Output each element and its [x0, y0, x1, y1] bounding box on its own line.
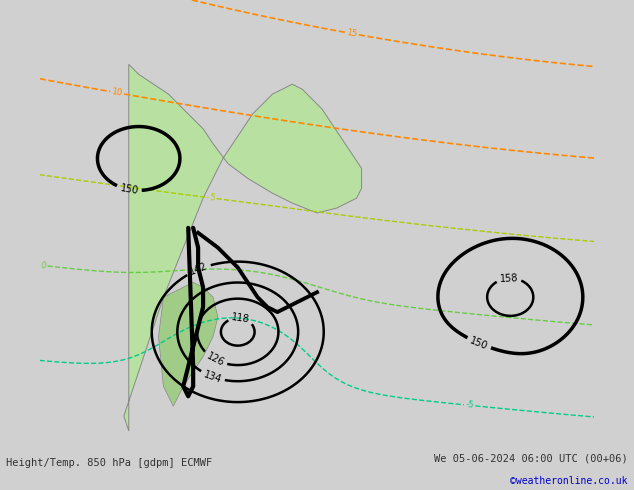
Text: ©weatheronline.co.uk: ©weatheronline.co.uk — [510, 476, 628, 486]
Polygon shape — [124, 64, 361, 431]
Text: 10: 10 — [111, 88, 123, 98]
Text: 118: 118 — [231, 312, 250, 324]
Polygon shape — [158, 282, 218, 406]
Text: -5: -5 — [465, 400, 474, 410]
Text: 0: 0 — [41, 261, 47, 270]
Text: 142: 142 — [188, 261, 209, 277]
Text: 150: 150 — [469, 335, 489, 351]
Text: 15: 15 — [346, 28, 358, 39]
Text: 150: 150 — [119, 183, 139, 196]
Text: Height/Temp. 850 hPa [gdpm] ECMWF: Height/Temp. 850 hPa [gdpm] ECMWF — [6, 458, 212, 468]
Text: 126: 126 — [205, 351, 226, 368]
Text: We 05-06-2024 06:00 UTC (00+06): We 05-06-2024 06:00 UTC (00+06) — [434, 453, 628, 463]
Text: 158: 158 — [500, 273, 519, 284]
Text: 5: 5 — [209, 194, 216, 203]
Text: 134: 134 — [202, 369, 223, 385]
